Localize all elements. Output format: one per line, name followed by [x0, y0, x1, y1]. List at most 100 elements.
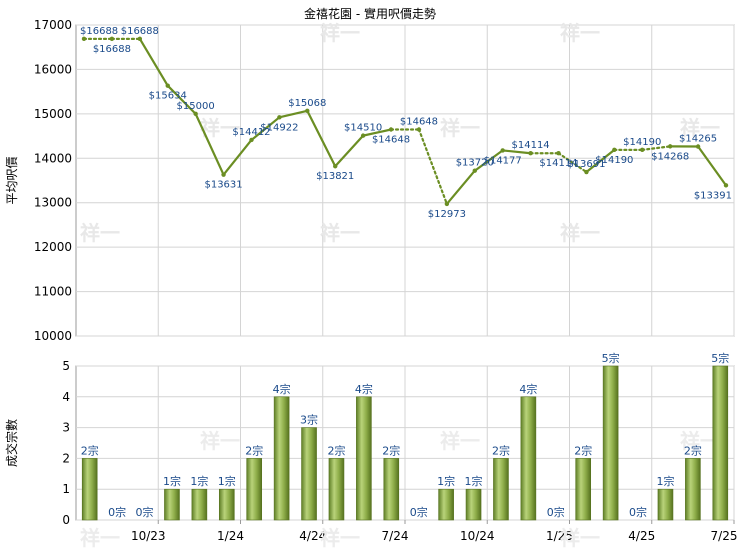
volume-bar-label: 2宗 [382, 443, 400, 457]
price-point [138, 37, 142, 41]
volume-bar-label: 1宗 [656, 474, 674, 488]
volume-bar-label: 4宗 [355, 382, 373, 396]
watermark: 祥一 [320, 21, 360, 45]
price-data-label: $15068 [288, 98, 326, 109]
volume-bar [247, 458, 262, 520]
volume-y-tick: 5 [62, 359, 70, 373]
volume-bar-label: 1宗 [163, 474, 181, 488]
volume-bar [685, 458, 700, 520]
price-data-label: $13631 [204, 180, 242, 191]
volume-bar [192, 489, 207, 520]
volume-bar-label: 1宗 [465, 474, 483, 488]
volume-bar-label: 3宗 [300, 413, 318, 427]
price-point [528, 151, 532, 155]
volume-bar-label: 5宗 [711, 351, 729, 365]
price-y-tick: 11000 [34, 285, 72, 299]
volume-bar [274, 397, 289, 520]
price-point [724, 183, 728, 187]
watermark: 祥一 [320, 526, 360, 550]
volume-bar-label: 5宗 [602, 351, 620, 365]
price-data-label: $16688 [93, 44, 131, 55]
volume-bar-label: 2宗 [684, 443, 702, 457]
watermark: 祥一 [560, 526, 600, 550]
volume-bar [576, 458, 591, 520]
volume-bar-label: 4宗 [273, 382, 291, 396]
volume-bar [466, 489, 481, 520]
volume-bar [493, 458, 508, 520]
price-point [696, 144, 700, 148]
volume-y-tick: 3 [62, 421, 70, 435]
watermark: 祥一 [320, 221, 360, 245]
price-point [221, 172, 225, 176]
x-tick-label: 1/24 [217, 529, 244, 543]
watermark: 祥一 [560, 221, 600, 245]
price-data-label: $14190 [623, 137, 661, 148]
price-point [500, 148, 504, 152]
price-y-label: 平均呎價 [5, 156, 19, 204]
price-point [473, 169, 477, 173]
watermark: 祥一 [80, 221, 120, 245]
volume-y-label: 成交宗數 [4, 419, 19, 467]
volume-bar [658, 489, 673, 520]
price-data-label: $14510 [344, 123, 382, 134]
volume-bar-label: 0宗 [547, 505, 565, 519]
price-point [193, 112, 197, 116]
volume-bar [164, 489, 179, 520]
price-point [668, 144, 672, 148]
volume-bar [603, 366, 618, 520]
price-data-label: $14648 [372, 134, 410, 145]
price-point [417, 127, 421, 131]
price-data-label: $15000 [177, 101, 215, 112]
volume-bar [82, 458, 97, 520]
volume-bar [439, 489, 454, 520]
volume-bar [356, 397, 371, 520]
price-point [249, 138, 253, 142]
price-y-tick: 10000 [34, 329, 72, 343]
volume-bar [713, 366, 728, 520]
price-y-tick: 15000 [34, 107, 72, 121]
price-point [389, 127, 393, 131]
volume-bar-label: 0宗 [410, 505, 428, 519]
price-data-label: $14177 [484, 155, 522, 166]
volume-bar-label: 0宗 [136, 505, 154, 519]
price-panel: 金禧花園 - 實用呎價走勢170001600015000140001300012… [5, 6, 734, 343]
price-point [612, 148, 616, 152]
volume-bar-label: 2宗 [81, 443, 99, 457]
watermark: 祥一 [80, 526, 120, 550]
volume-bar [521, 397, 536, 520]
volume-bar-label: 2宗 [327, 443, 345, 457]
price-data-label: $14114 [512, 140, 550, 151]
watermark: 祥一 [440, 429, 480, 453]
x-tick-label: 7/24 [382, 529, 409, 543]
price-point [640, 148, 644, 152]
price-point [361, 133, 365, 137]
watermark: 祥一 [440, 116, 480, 140]
volume-bar-label: 2宗 [574, 443, 592, 457]
price-point [584, 170, 588, 174]
volume-bar [302, 428, 317, 520]
price-data-label: $14648 [400, 116, 438, 127]
price-point [110, 37, 114, 41]
price-y-tick: 13000 [34, 196, 72, 210]
watermark: 祥一 [560, 21, 600, 45]
volume-bar-label: 1宗 [218, 474, 236, 488]
x-tick-label: 7/25 [711, 529, 738, 543]
volume-bar [219, 489, 234, 520]
price-point [445, 202, 449, 206]
price-data-label: $13391 [694, 190, 732, 201]
volume-bar-label: 4宗 [519, 382, 537, 396]
volume-y-tick: 4 [62, 390, 70, 404]
price-y-tick: 12000 [34, 240, 72, 254]
price-data-label: $14265 [679, 134, 717, 145]
price-data-label: $14268 [651, 151, 689, 162]
x-tick-label: 4/25 [628, 529, 655, 543]
price-data-label: $14190 [595, 155, 633, 166]
price-point [305, 109, 309, 113]
price-data-label: $14922 [260, 122, 298, 133]
volume-y-tick: 2 [62, 451, 70, 465]
price-y-tick: 17000 [34, 18, 72, 32]
x-tick-label: 10/24 [460, 529, 495, 543]
price-data-label: $13821 [316, 171, 354, 182]
